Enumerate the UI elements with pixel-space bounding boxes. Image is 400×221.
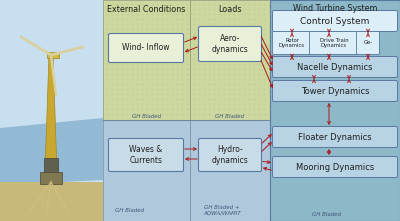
FancyBboxPatch shape bbox=[272, 57, 398, 78]
Text: Tower Dynamics: Tower Dynamics bbox=[301, 86, 369, 95]
Text: Drive Train
Dynamics: Drive Train Dynamics bbox=[320, 38, 348, 48]
Text: Loads: Loads bbox=[218, 5, 242, 14]
Bar bbox=[103, 0, 190, 120]
Text: GH Bladed: GH Bladed bbox=[116, 208, 144, 213]
Bar bbox=[40, 172, 62, 184]
Text: Wind Turbine System: Wind Turbine System bbox=[293, 4, 377, 13]
Bar bbox=[0, 0, 103, 221]
Text: GH Bladed: GH Bladed bbox=[312, 212, 342, 217]
Text: Ge-: Ge- bbox=[364, 40, 372, 46]
Text: Control System: Control System bbox=[300, 17, 370, 25]
Polygon shape bbox=[0, 118, 103, 185]
Text: GH Bladed: GH Bladed bbox=[216, 114, 244, 119]
FancyBboxPatch shape bbox=[198, 27, 262, 61]
FancyBboxPatch shape bbox=[198, 139, 262, 171]
FancyBboxPatch shape bbox=[108, 139, 184, 171]
Text: GH Bladed +
AQWA/WAMIT: GH Bladed + AQWA/WAMIT bbox=[203, 205, 241, 216]
Text: Waves &
Currents: Waves & Currents bbox=[129, 145, 163, 165]
Text: Floater Dynamics: Floater Dynamics bbox=[298, 133, 372, 141]
FancyBboxPatch shape bbox=[356, 32, 380, 55]
Bar bbox=[190, 120, 270, 221]
Bar bbox=[0, 182, 103, 221]
FancyBboxPatch shape bbox=[108, 34, 184, 63]
Text: Mooring Dynamics: Mooring Dynamics bbox=[296, 162, 374, 171]
FancyBboxPatch shape bbox=[272, 80, 398, 101]
Text: Aero-
dynamics: Aero- dynamics bbox=[212, 34, 248, 54]
Text: GH Bladed: GH Bladed bbox=[132, 114, 162, 119]
Text: Rotor
Dynamics: Rotor Dynamics bbox=[279, 38, 305, 48]
FancyBboxPatch shape bbox=[272, 156, 398, 177]
Bar bbox=[47, 52, 59, 58]
FancyBboxPatch shape bbox=[272, 126, 398, 147]
FancyBboxPatch shape bbox=[272, 32, 312, 55]
Text: Wind- Inflow: Wind- Inflow bbox=[122, 44, 170, 53]
Polygon shape bbox=[45, 55, 57, 172]
Text: External Conditions: External Conditions bbox=[107, 5, 185, 14]
Bar bbox=[103, 120, 190, 221]
FancyBboxPatch shape bbox=[310, 32, 358, 55]
Text: Hydro-
dynamics: Hydro- dynamics bbox=[212, 145, 248, 165]
FancyBboxPatch shape bbox=[272, 11, 398, 32]
Bar bbox=[270, 0, 400, 221]
Bar bbox=[44, 158, 58, 178]
Text: Nacelle Dynamics: Nacelle Dynamics bbox=[297, 63, 373, 72]
Bar bbox=[190, 0, 270, 120]
